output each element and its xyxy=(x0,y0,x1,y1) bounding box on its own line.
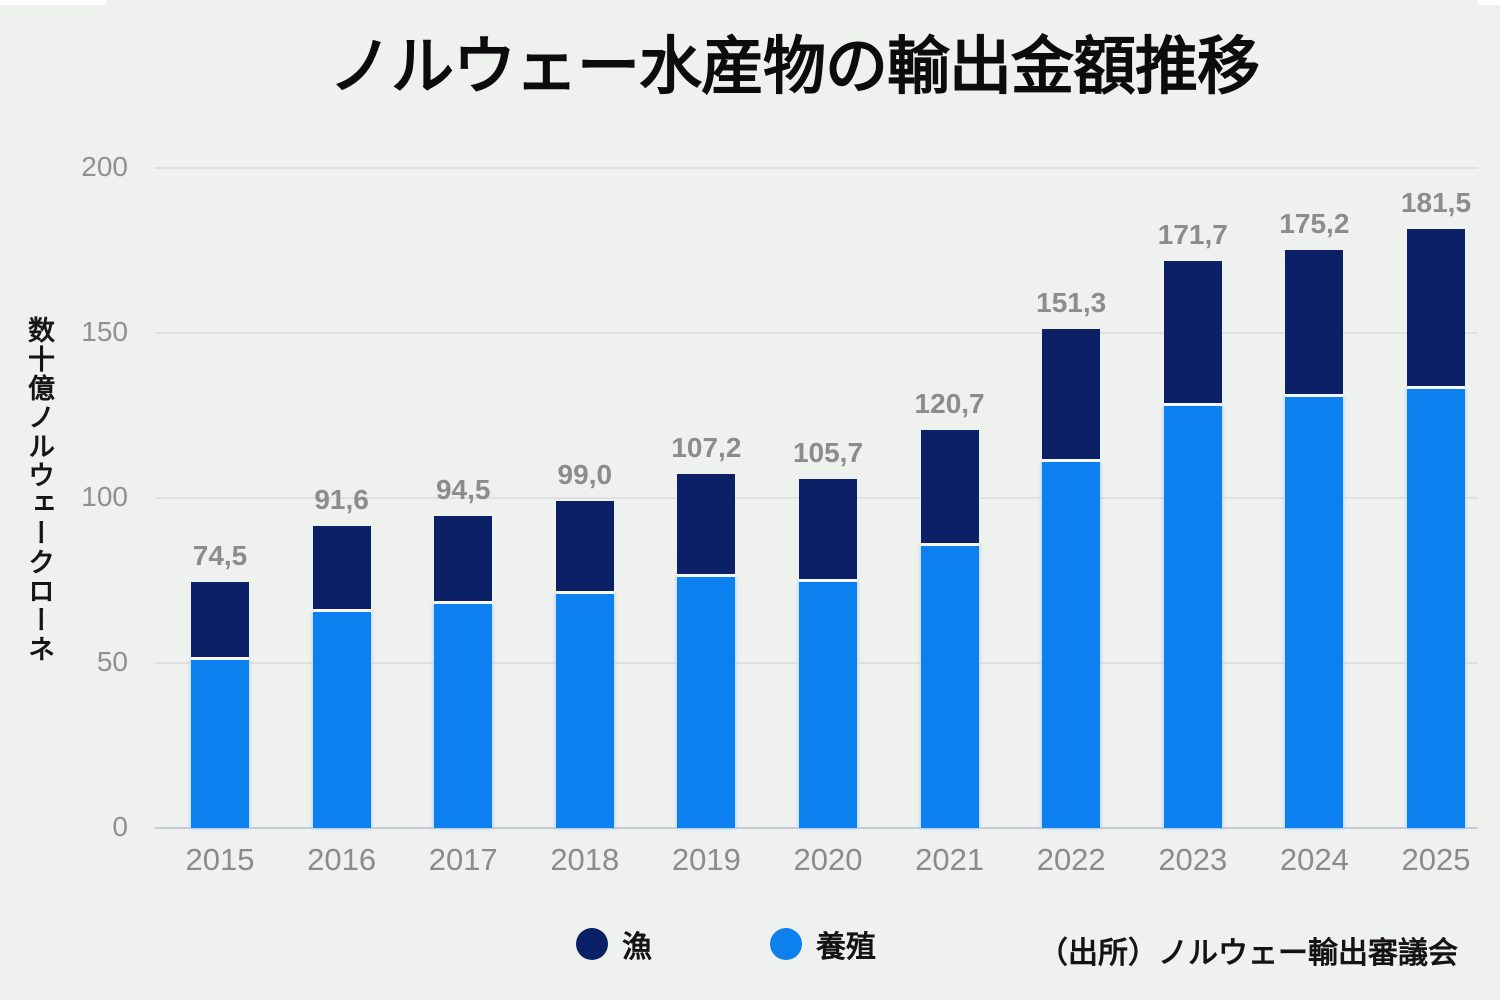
bar-segment-separator-2025 xyxy=(1407,386,1465,390)
bar-segment-farmed-2024 xyxy=(1285,397,1344,828)
bar-segment-separator-2015 xyxy=(191,656,249,660)
bar-segment-separator-2022 xyxy=(1042,458,1101,462)
bar-segment-wild-2016 xyxy=(312,525,371,609)
bar-segment-farmed-2021 xyxy=(920,545,979,828)
y-tick-label-50: 50 xyxy=(96,646,128,677)
legend-dot-farmed-icon xyxy=(770,928,802,960)
x-tick-label-2023: 2023 xyxy=(1158,842,1228,877)
y-tick-label-200: 200 xyxy=(81,151,128,182)
bar-segment-wild-2025 xyxy=(1407,229,1465,387)
x-tick-label-2016: 2016 xyxy=(307,842,377,877)
bar-segment-wild-2019 xyxy=(677,474,736,575)
y-tick-label-150: 150 xyxy=(81,316,128,347)
x-tick-label-2015: 2015 xyxy=(185,842,255,877)
bar-segment-wild-2024 xyxy=(1285,249,1344,395)
x-tick-label-2024: 2024 xyxy=(1279,842,1349,877)
legend-dot-wild-icon xyxy=(576,928,608,960)
bar-segment-separator-2016 xyxy=(312,608,371,612)
bar-segment-farmed-2018 xyxy=(555,593,614,828)
x-tick-label-2022: 2022 xyxy=(1036,842,1106,877)
y-axis-unit-label: 数十億ノルウェークローネ xyxy=(24,316,54,664)
bar-segment-wild-2018 xyxy=(555,501,614,591)
total-value-label-2018: 99,0 xyxy=(557,459,613,491)
top-right-white-strip xyxy=(1478,0,1500,5)
gridline-150 xyxy=(155,332,1478,334)
total-value-label-2024: 175,2 xyxy=(1279,207,1350,239)
legend-label-wild: 漁 xyxy=(622,931,652,964)
total-value-label-2016: 91,6 xyxy=(314,483,369,515)
x-tick-label-2025: 2025 xyxy=(1401,842,1471,877)
bar-segment-farmed-2020 xyxy=(799,582,857,828)
x-tick-label-2020: 2020 xyxy=(793,842,863,877)
bar-segment-separator-2017 xyxy=(434,600,493,604)
bar-segment-wild-2022 xyxy=(1042,328,1101,459)
bar-segment-separator-2018 xyxy=(555,590,614,594)
bar-segment-farmed-2025 xyxy=(1407,389,1465,828)
x-tick-label-2017: 2017 xyxy=(428,842,498,877)
total-value-label-2023: 171,7 xyxy=(1157,219,1228,251)
total-value-label-2022: 151,3 xyxy=(1036,286,1107,318)
total-value-label-2017: 94,5 xyxy=(435,474,491,506)
bar-segment-wild-2021 xyxy=(920,429,979,543)
bar-segment-farmed-2017 xyxy=(434,603,493,828)
bar-segment-separator-2024 xyxy=(1285,394,1344,398)
source-note: （出所）ノルウェー輸出審議会 xyxy=(1038,937,1458,970)
bar-segment-farmed-2016 xyxy=(312,611,371,828)
y-tick-label-100: 100 xyxy=(81,481,128,512)
gridline-0 xyxy=(155,827,1478,829)
y-tick-label-0: 0 xyxy=(112,811,128,842)
bar-segment-wild-2015 xyxy=(191,582,249,657)
bar-segment-wild-2023 xyxy=(1163,261,1222,403)
x-tick-label-2019: 2019 xyxy=(671,842,741,877)
total-value-label-2020: 105,7 xyxy=(792,437,864,469)
legend-item-farmed: 養殖 xyxy=(770,922,876,966)
chart-title: ノルウェー水産物の輸出金額推移 xyxy=(329,32,1260,102)
bar-segment-wild-2017 xyxy=(434,516,493,601)
bar-segment-separator-2019 xyxy=(677,574,736,578)
total-value-label-2021: 120,7 xyxy=(914,387,985,419)
bar-segment-farmed-2015 xyxy=(191,659,249,828)
total-value-label-2019: 107,2 xyxy=(671,432,742,464)
bar-segment-farmed-2023 xyxy=(1163,405,1222,828)
bar-segment-separator-2021 xyxy=(920,542,979,546)
bar-segment-wild-2020 xyxy=(799,479,857,580)
total-value-label-2025: 181,5 xyxy=(1400,187,1472,219)
bar-segment-farmed-2019 xyxy=(677,577,736,828)
total-value-label-2015: 74,5 xyxy=(192,540,248,572)
legend-label-farmed: 養殖 xyxy=(816,931,876,964)
top-left-white-strip xyxy=(0,0,106,5)
x-tick-label-2021: 2021 xyxy=(915,842,985,877)
bar-segment-farmed-2022 xyxy=(1042,461,1101,828)
legend-item-wild-catch: 漁 xyxy=(576,922,652,966)
bar-segment-separator-2023 xyxy=(1163,402,1222,406)
x-tick-label-2018: 2018 xyxy=(550,842,620,877)
gridline-200 xyxy=(155,167,1478,169)
bar-segment-separator-2020 xyxy=(799,579,857,583)
